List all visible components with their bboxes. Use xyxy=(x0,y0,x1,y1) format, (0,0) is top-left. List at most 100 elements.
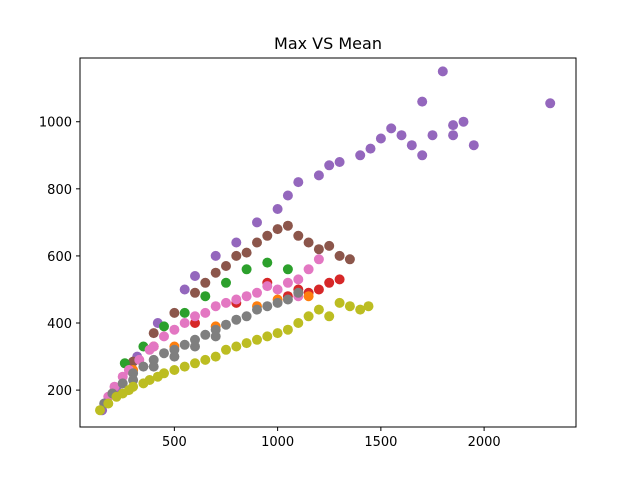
data-point xyxy=(179,307,190,318)
series-1 xyxy=(107,220,355,399)
data-point xyxy=(221,344,231,355)
data-point xyxy=(241,264,252,275)
data-point xyxy=(396,130,407,141)
data-point xyxy=(313,254,324,265)
data-point xyxy=(375,133,386,144)
data-point xyxy=(272,224,283,235)
data-point xyxy=(303,291,314,302)
data-point xyxy=(200,354,211,365)
ticks-layer: 500 1000 1500 2000 200 400 600 800 1000 xyxy=(39,116,501,450)
data-point xyxy=(313,170,324,181)
data-point xyxy=(468,140,479,151)
data-point xyxy=(169,324,180,335)
data-point xyxy=(241,247,252,258)
data-point xyxy=(272,297,283,308)
data-point xyxy=(334,250,345,261)
data-point xyxy=(365,143,376,154)
data-point xyxy=(282,277,293,288)
data-point xyxy=(313,284,324,295)
data-point xyxy=(241,338,252,349)
data-point xyxy=(190,287,200,298)
data-point xyxy=(252,334,262,345)
data-point xyxy=(231,341,242,352)
data-point xyxy=(282,294,293,305)
series-5 xyxy=(103,254,324,402)
data-point xyxy=(262,230,273,241)
data-point xyxy=(293,230,304,241)
data-point xyxy=(221,277,231,288)
data-point xyxy=(355,150,366,161)
data-point xyxy=(159,321,169,332)
data-point xyxy=(231,237,242,248)
data-point xyxy=(334,297,345,308)
data-point xyxy=(437,66,448,77)
data-point xyxy=(272,284,283,295)
series-7 xyxy=(95,297,374,416)
x-tick-label: 1000 xyxy=(261,435,294,450)
data-point xyxy=(231,314,242,325)
data-point xyxy=(282,264,293,275)
data-point xyxy=(417,150,428,161)
data-point xyxy=(117,378,128,389)
data-point xyxy=(344,301,355,312)
data-point xyxy=(231,250,242,261)
data-point xyxy=(190,271,200,281)
data-point xyxy=(148,361,159,372)
data-point xyxy=(148,328,159,339)
y-tick-label: 200 xyxy=(47,384,72,399)
data-point xyxy=(200,307,211,318)
data-point xyxy=(252,237,262,248)
data-point xyxy=(458,116,469,127)
data-point xyxy=(190,341,200,352)
data-point xyxy=(231,294,242,305)
data-point xyxy=(159,368,169,379)
data-point xyxy=(303,311,314,322)
data-point xyxy=(262,331,273,342)
data-point xyxy=(252,304,262,315)
y-tick-label: 800 xyxy=(47,183,72,198)
series-2 xyxy=(119,257,293,369)
data-point xyxy=(179,361,190,372)
data-point xyxy=(221,261,231,271)
data-point xyxy=(210,331,221,342)
x-tick-label: 500 xyxy=(162,435,187,450)
data-point xyxy=(313,244,324,255)
data-point xyxy=(190,311,200,322)
axes-frame xyxy=(79,57,577,428)
data-point xyxy=(262,301,273,312)
data-point xyxy=(272,328,283,339)
data-point xyxy=(282,324,293,335)
data-point xyxy=(221,297,231,308)
data-point xyxy=(169,307,180,318)
data-point xyxy=(169,365,180,375)
data-point xyxy=(448,130,459,141)
data-point xyxy=(448,120,459,131)
data-point xyxy=(386,123,397,134)
chart-title: Max VS Mean xyxy=(274,34,382,53)
data-point xyxy=(179,318,190,328)
data-point xyxy=(324,160,335,171)
data-point xyxy=(210,351,221,362)
data-point xyxy=(355,304,366,315)
data-point xyxy=(221,319,231,330)
data-point xyxy=(344,254,355,265)
data-point xyxy=(324,311,335,322)
data-point xyxy=(282,220,293,231)
data-point xyxy=(144,375,155,385)
data-point xyxy=(252,287,262,298)
data-point xyxy=(334,274,345,285)
x-tick-label: 2000 xyxy=(468,435,501,450)
y-tick-label: 600 xyxy=(47,250,72,265)
data-point xyxy=(95,405,105,416)
data-point xyxy=(241,291,252,302)
data-point xyxy=(210,301,221,312)
data-point xyxy=(159,331,169,342)
data-point xyxy=(282,190,293,201)
data-point xyxy=(262,281,273,292)
data-point xyxy=(334,157,345,167)
y-tick-label: 400 xyxy=(47,317,72,332)
data-point xyxy=(293,287,304,298)
data-point xyxy=(200,291,211,302)
